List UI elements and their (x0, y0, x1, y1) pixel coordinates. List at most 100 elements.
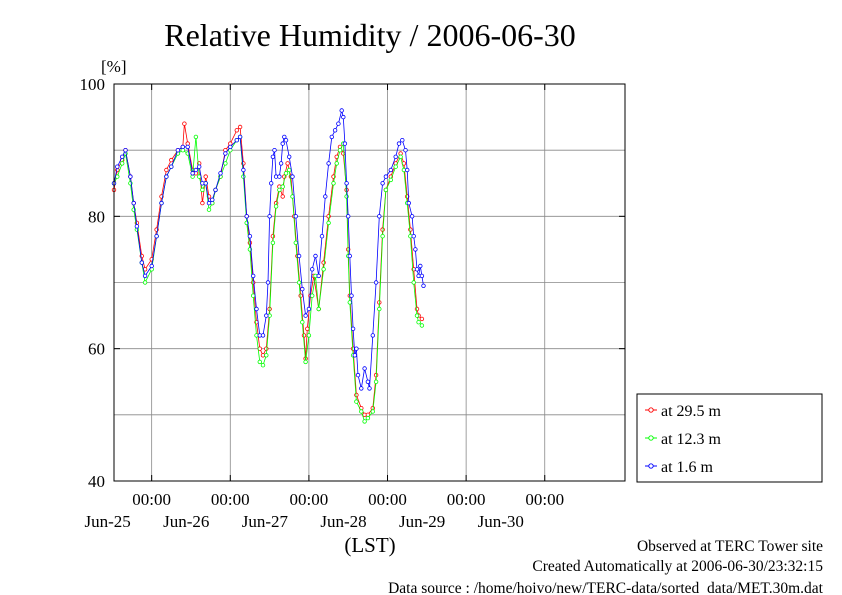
data-point (278, 161, 284, 166)
data-point (359, 386, 364, 391)
data-point (296, 253, 302, 259)
legend-label: at 12.3 m (661, 431, 722, 448)
legend-swatch-marker (648, 407, 654, 413)
data-point (169, 157, 174, 163)
data-point (250, 273, 256, 279)
data-point (280, 194, 285, 199)
data-point (298, 293, 303, 298)
data-point (237, 124, 243, 130)
data-point (303, 359, 308, 365)
data-point (408, 227, 413, 232)
data-point (316, 306, 321, 312)
data-point (149, 263, 154, 269)
data-point (411, 233, 416, 239)
y-tick-label: 100 (80, 75, 106, 94)
data-point (306, 306, 312, 312)
data-point (411, 280, 416, 285)
data-point (306, 333, 312, 338)
data-point (159, 200, 164, 206)
data-point (134, 224, 140, 229)
x-tick-date-label: Jun-29 (399, 512, 445, 531)
data-point (293, 240, 298, 245)
data-point (213, 187, 218, 193)
data-point (200, 187, 205, 193)
data-point (359, 409, 364, 414)
data-point (354, 399, 359, 404)
data-point (175, 147, 181, 153)
data-point (203, 174, 208, 179)
x-tick-label: 00:00 (525, 490, 564, 509)
data-point (377, 306, 382, 312)
data-point (383, 174, 389, 179)
data-point (154, 233, 159, 239)
data-point (405, 167, 410, 173)
data-point (388, 167, 393, 173)
data-point (280, 141, 285, 146)
data-point (264, 313, 269, 318)
data-point (421, 283, 426, 288)
data-point (406, 200, 411, 206)
data-point (293, 214, 298, 219)
data-point (303, 313, 308, 318)
legend-swatch-marker (648, 463, 654, 469)
data-point (319, 233, 325, 239)
x-tick-label: 00:00 (211, 490, 250, 509)
data-point (272, 147, 277, 153)
data-point (300, 286, 305, 292)
data-point (393, 164, 398, 169)
data-point (180, 144, 185, 150)
data-point (200, 200, 205, 206)
legend: at 29.5 m at 12.3 m at 1.6 m (636, 393, 823, 483)
chart-title: Relative Humidity / 2006-06-30 (164, 17, 576, 53)
data-point (270, 233, 276, 239)
data-point (196, 164, 202, 169)
data-point (398, 154, 403, 159)
series-lines (111, 108, 426, 424)
data-point (164, 174, 169, 179)
x-tick-label: 00:00 (368, 490, 407, 509)
data-point (354, 346, 359, 351)
data-point (370, 409, 375, 414)
data-point (326, 220, 331, 226)
data-point (355, 372, 361, 378)
data-point (250, 293, 256, 298)
data-point (323, 194, 328, 199)
legend-items: at 29.5 m at 12.3 m at 1.6 m (645, 403, 722, 476)
data-point (300, 320, 305, 325)
data-point (418, 263, 423, 269)
data-point (416, 320, 421, 325)
data-point (342, 141, 348, 146)
data-point (341, 151, 346, 156)
data-point (193, 134, 199, 140)
data-point (270, 154, 276, 159)
data-point (287, 167, 292, 173)
data-point (419, 323, 425, 328)
data-point (413, 247, 418, 252)
data-point (223, 151, 228, 156)
data-point (367, 386, 372, 391)
series-line (113, 110, 424, 389)
x-tick-label: 00:00 (290, 490, 329, 509)
data-point (139, 260, 144, 265)
footer-data-source: Data source : /home/hoivo/new/TERC-data/… (388, 580, 824, 595)
series-2 (111, 108, 426, 391)
x-tick-date-label: Jun-28 (320, 512, 366, 531)
y-axis-unit-label: [%] (101, 57, 126, 76)
data-point (190, 171, 195, 176)
data-point (383, 187, 389, 193)
data-point (336, 121, 341, 126)
data-point (119, 154, 125, 159)
data-point (280, 184, 285, 189)
x-tick-date-label: Jun-25 (85, 512, 131, 531)
data-point (337, 147, 343, 153)
y-tick-label: 40 (88, 472, 105, 491)
footer-observed: Observed at TERC Tower site (637, 538, 823, 555)
data-point (346, 214, 351, 219)
data-point (400, 137, 405, 143)
data-point (267, 214, 272, 219)
data-point (334, 161, 339, 166)
data-point (339, 108, 344, 113)
data-point (344, 194, 349, 199)
data-point (380, 181, 385, 186)
data-point (377, 214, 382, 219)
